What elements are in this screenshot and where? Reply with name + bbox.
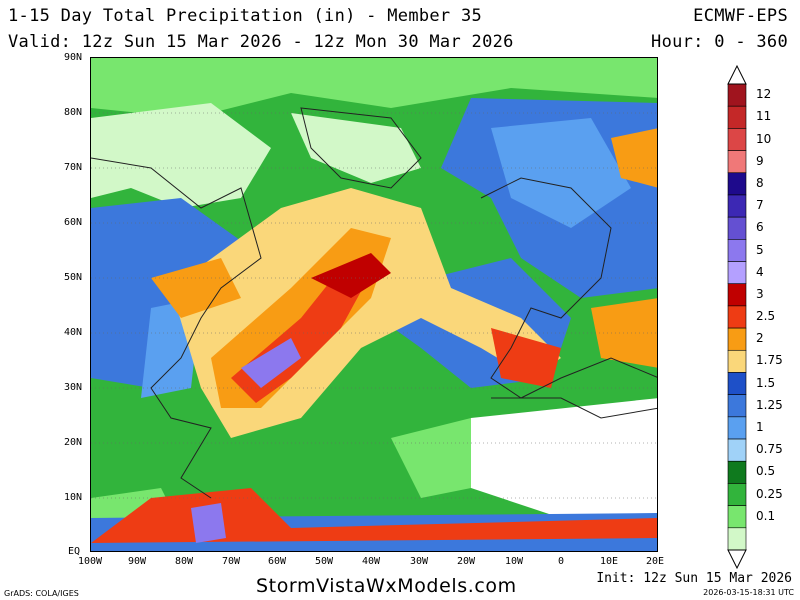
colorbar-swatch bbox=[727, 349, 747, 373]
valid-period: Valid: 12z Sun 15 Mar 2026 - 12z Mon 30 … bbox=[8, 32, 514, 52]
colorbar-label: 5 bbox=[756, 242, 764, 257]
lat-label: 30N bbox=[64, 382, 83, 393]
colorbar bbox=[727, 64, 747, 570]
lat-label: 40N bbox=[64, 327, 83, 338]
colorbar-swatch bbox=[727, 438, 747, 462]
precip-fill-norway-sea bbox=[491, 118, 631, 228]
colorbar-swatch bbox=[727, 327, 747, 351]
init-time: Init: 12z Sun 15 Mar 2026 bbox=[596, 571, 792, 586]
model-name: ECMWF-EPS bbox=[693, 6, 788, 26]
colorbar-label: 12 bbox=[756, 87, 772, 102]
colorbar-label: 3 bbox=[756, 286, 764, 301]
lon-label: 20E bbox=[646, 556, 665, 567]
colorbar-swatch bbox=[727, 128, 747, 151]
precip-fill-arctic bbox=[91, 58, 657, 118]
precip-fill-greenland-dry bbox=[291, 113, 421, 183]
precip-fill-newengland bbox=[151, 258, 241, 318]
forecast-hours: Hour: 0 - 360 bbox=[651, 32, 788, 52]
colorbar-label: 1.5 bbox=[756, 375, 776, 390]
lat-label: 90N bbox=[64, 52, 83, 63]
lon-label: 100W bbox=[78, 556, 103, 567]
colorbar-swatch bbox=[727, 261, 747, 285]
lon-label: 50W bbox=[315, 556, 334, 567]
colorbar-swatch bbox=[727, 83, 747, 107]
lat-label: EQ bbox=[68, 546, 81, 557]
colorbar-swatch bbox=[727, 372, 747, 395]
lat-label: 60N bbox=[64, 217, 83, 228]
lon-label: 10E bbox=[600, 556, 619, 567]
colorbar-label: 9 bbox=[756, 153, 764, 168]
colorbar-swatch bbox=[727, 194, 747, 218]
colorbar-label: 4 bbox=[756, 264, 764, 279]
colorbar-label: 8 bbox=[756, 175, 764, 190]
colorbar-label: 6 bbox=[756, 220, 764, 235]
colorbar-swatch bbox=[727, 239, 747, 262]
lon-label: 60W bbox=[268, 556, 287, 567]
colorbar-swatch bbox=[727, 105, 747, 129]
graticule bbox=[91, 112, 657, 499]
lat-label: 20N bbox=[64, 437, 83, 448]
colorbar-label: 11 bbox=[756, 109, 772, 124]
grads-credit: GrADS: COLA/IGES bbox=[4, 589, 79, 598]
precip-fill-itcz-red bbox=[91, 488, 657, 543]
colorbar-swatch bbox=[727, 505, 747, 529]
colorbar-label: 2 bbox=[756, 331, 764, 346]
colorbar-label: 0.25 bbox=[756, 486, 783, 501]
precip-fill-west-africa bbox=[391, 418, 471, 498]
colorbar-label: 1.75 bbox=[756, 353, 783, 368]
map-title: 1-15 Day Total Precipitation (in) - Memb… bbox=[8, 6, 483, 26]
precip-fill-storm-purple bbox=[241, 338, 301, 388]
precip-fill-canada-dry bbox=[91, 103, 271, 208]
colorbar-label: 10 bbox=[756, 131, 772, 146]
precip-fill-sahara-dry bbox=[471, 398, 657, 528]
precip-fill-storm-core bbox=[311, 253, 391, 298]
coastlines bbox=[91, 107, 657, 499]
colorbar-swatch bbox=[727, 394, 747, 418]
lat-label: 80N bbox=[64, 107, 83, 118]
precipitation-map-canvas bbox=[91, 58, 657, 551]
colorbar-swatch bbox=[727, 416, 747, 440]
colorbar-label: 1.25 bbox=[756, 397, 783, 412]
lon-label: 30W bbox=[410, 556, 429, 567]
colorbar-underflow-arrow bbox=[727, 549, 747, 570]
lon-label: 80W bbox=[175, 556, 194, 567]
site-name: StormVistaWxModels.com bbox=[256, 575, 517, 597]
lon-label: 20W bbox=[457, 556, 476, 567]
precip-fill-colombia-purple bbox=[191, 503, 226, 543]
lon-label: 70W bbox=[222, 556, 241, 567]
colorbar-swatch bbox=[727, 283, 747, 307]
colorbar-label: 2.5 bbox=[756, 309, 776, 324]
colorbar-swatch bbox=[727, 172, 747, 196]
precipitation-map bbox=[90, 57, 658, 552]
lat-label: 10N bbox=[64, 492, 83, 503]
colorbar-label: 1 bbox=[756, 420, 764, 435]
precip-fill-iberia bbox=[491, 328, 561, 388]
colorbar-swatch bbox=[727, 305, 747, 329]
colorbar-label: 0.1 bbox=[756, 508, 776, 523]
lat-label: 70N bbox=[64, 162, 83, 173]
lon-label: 0 bbox=[558, 556, 565, 567]
colorbar-swatch bbox=[727, 216, 747, 240]
generated-timestamp: 2026-03-15-18:31 UTC bbox=[703, 588, 794, 597]
colorbar-overflow-arrow bbox=[727, 64, 747, 85]
precip-fill-scandinavia bbox=[611, 128, 657, 188]
colorbar-swatch bbox=[727, 483, 747, 506]
lat-label: 50N bbox=[64, 272, 83, 283]
colorbar-swatch bbox=[727, 150, 747, 174]
lon-label: 10W bbox=[505, 556, 524, 567]
colorbar-swatch bbox=[727, 527, 747, 551]
colorbar-swatch bbox=[727, 460, 747, 484]
lon-label: 90W bbox=[128, 556, 147, 567]
colorbar-label: 0.75 bbox=[756, 442, 783, 457]
colorbar-label: 7 bbox=[756, 198, 764, 213]
colorbar-label: 0.5 bbox=[756, 464, 776, 479]
lon-label: 40W bbox=[362, 556, 381, 567]
